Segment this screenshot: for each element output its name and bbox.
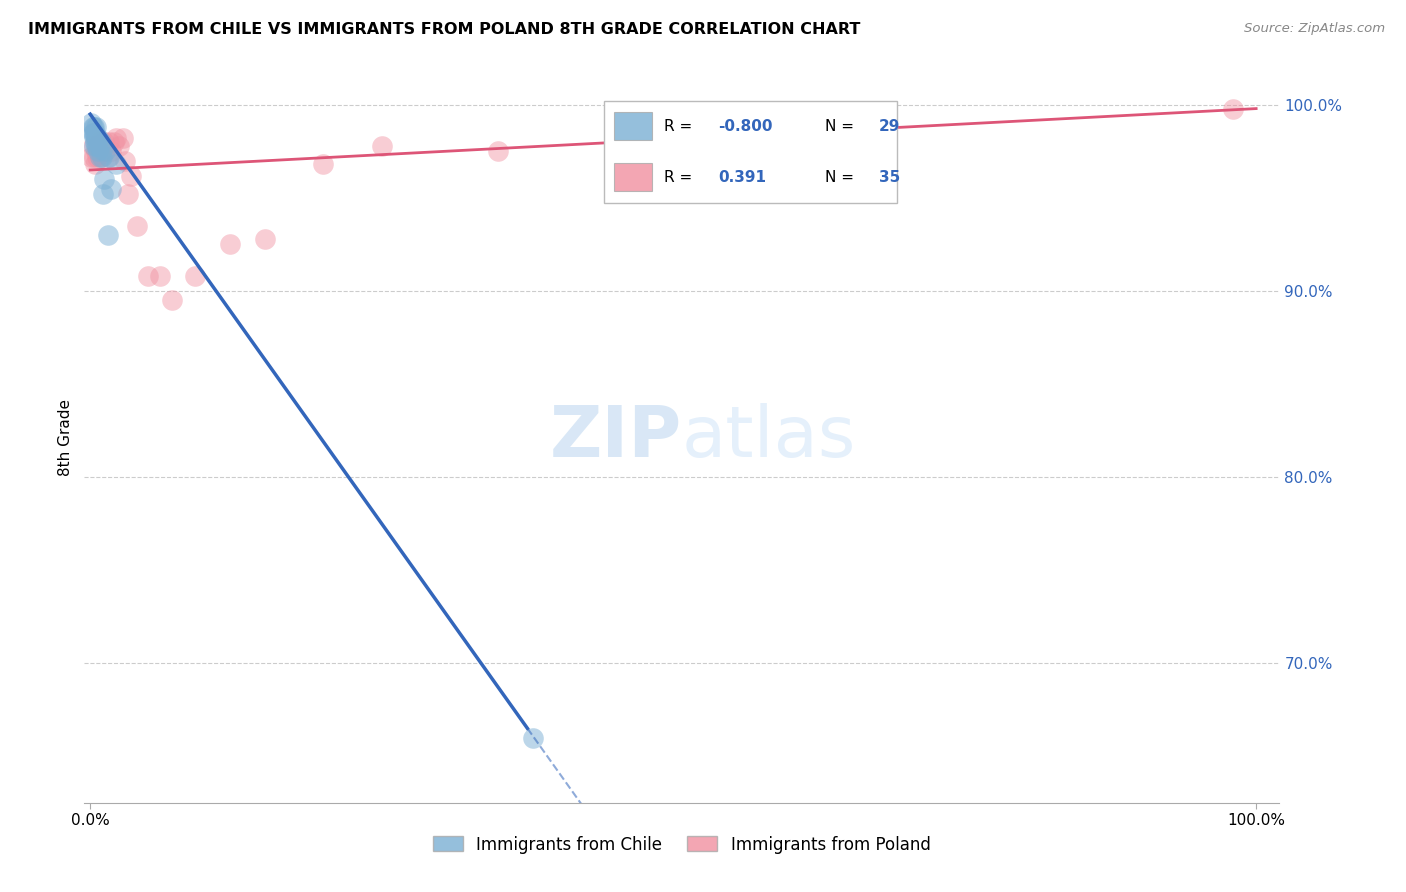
Point [97,228,120,243]
Point [125,219,148,233]
Point [104,157,127,171]
Point [1222,102,1244,116]
Point [160,293,183,308]
Point [89,135,111,149]
Point [104,131,127,145]
Point [83,157,105,171]
Point [120,169,142,183]
Point [83,129,105,144]
Point [219,237,242,252]
Point [90,135,112,149]
Point [83,126,105,140]
Point [86,150,108,164]
Text: IMMIGRANTS FROM CHILE VS IMMIGRANTS FROM POLAND 8TH GRADE CORRELATION CHART: IMMIGRANTS FROM CHILE VS IMMIGRANTS FROM… [28,22,860,37]
Point [86,138,108,153]
Point [83,120,105,135]
Text: Source: ZipAtlas.com: Source: ZipAtlas.com [1244,22,1385,36]
Point [90,150,112,164]
Point [90,138,112,153]
Point [93,135,115,149]
Point [82,126,104,140]
Text: 29: 29 [879,119,900,134]
Point [370,138,392,153]
Point [117,187,139,202]
Point [90,143,112,157]
Point [84,131,107,145]
Point [662,120,685,135]
Point [103,135,125,149]
FancyBboxPatch shape [614,163,652,192]
FancyBboxPatch shape [605,101,897,203]
Text: ZIP: ZIP [550,402,682,472]
Point [97,150,120,164]
Text: -0.800: -0.800 [718,119,772,134]
Point [87,145,110,159]
Point [83,135,105,149]
Point [84,120,107,135]
Point [312,157,335,171]
Point [82,120,104,135]
Point [91,187,114,202]
Point [83,150,105,164]
Point [90,150,112,164]
Point [89,138,111,153]
Y-axis label: 8th Grade: 8th Grade [58,399,73,475]
Point [100,181,122,195]
Point [84,138,107,153]
Point [100,145,122,159]
Text: N =: N = [825,169,859,185]
Point [108,138,131,153]
Point [94,145,117,159]
Point [114,153,136,168]
FancyBboxPatch shape [614,112,652,140]
Point [83,126,105,140]
Text: 0.391: 0.391 [718,169,766,185]
Point [87,138,110,153]
Point [94,145,117,159]
Point [80,116,103,130]
Text: R =: R = [664,119,697,134]
Point [89,150,111,164]
Point [82,138,104,153]
Text: N =: N = [825,119,859,134]
Point [87,131,110,145]
Point [97,150,120,164]
Point [522,731,544,745]
Point [111,131,134,145]
Point [184,269,207,284]
Point [486,145,509,159]
Text: atlas: atlas [682,402,856,472]
Point [84,145,107,159]
Point [83,138,105,153]
Legend: Immigrants from Chile, Immigrants from Poland: Immigrants from Chile, Immigrants from P… [426,829,938,860]
Text: R =: R = [664,169,697,185]
Point [254,232,277,246]
Point [84,129,107,144]
Point [138,269,160,284]
Point [80,150,103,164]
Point [149,269,172,284]
Point [93,172,115,186]
Point [86,131,108,145]
Point [97,135,120,149]
Text: 35: 35 [879,169,900,185]
